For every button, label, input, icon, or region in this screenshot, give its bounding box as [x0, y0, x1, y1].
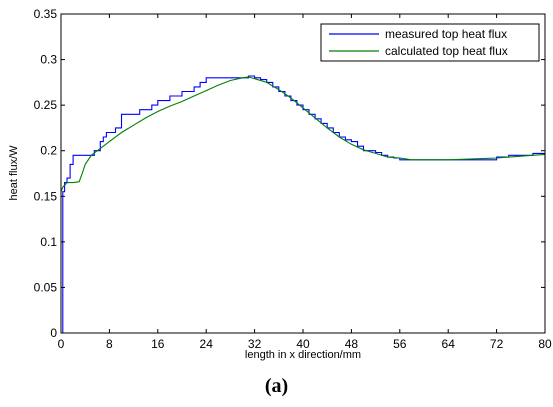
y-tick-label: 0.05 — [34, 280, 58, 294]
series-layer — [60, 75, 546, 334]
figure-caption: (a) — [264, 375, 289, 397]
legend-label-calculated: calculated top heat flux — [385, 44, 508, 58]
x-axis-ticks: 0 8 16 24 32 40 48 56 64 72 80 — [58, 14, 552, 351]
x-tick-label: 56 — [393, 337, 407, 351]
x-tick-label: 64 — [442, 337, 456, 351]
x-axis-label: length in x direction/mm — [245, 349, 361, 361]
y-axis-label: heat flux/W — [8, 145, 20, 201]
x-tick-label: 72 — [490, 337, 504, 351]
legend-label-measured: measured top heat flux — [385, 27, 507, 41]
x-tick-label: 8 — [106, 337, 113, 351]
legend-box — [320, 23, 540, 62]
y-tick-label: 0 — [50, 326, 57, 340]
legend: measured top heat flux calculated top he… — [320, 23, 540, 62]
y-tick-label: 0.25 — [34, 98, 58, 112]
y-axis-ticks: 0 0.05 0.1 0.15 0.2 0.25 0.3 0.35 — [34, 7, 545, 340]
heat-flux-chart: 0 8 16 24 32 40 48 56 64 72 80 0 0.05 0.1 0.15 0.2 0.25… — [8, 7, 552, 361]
y-tick-label: 0.2 — [40, 144, 57, 158]
x-tick-label: 80 — [538, 337, 552, 351]
series-line-calculated — [60, 76, 546, 192]
x-tick-label: 32 — [248, 337, 262, 351]
x-tick-label: 16 — [151, 337, 165, 351]
x-tick-label: 40 — [296, 337, 310, 351]
plot-background — [61, 14, 545, 333]
x-tick-label: 0 — [58, 337, 65, 351]
y-tick-label: 0.35 — [34, 7, 58, 21]
x-tick-label: 48 — [345, 337, 359, 351]
y-tick-label: 0.1 — [40, 235, 57, 249]
x-tick-label: 24 — [200, 337, 214, 351]
y-tick-label: 0.15 — [34, 189, 58, 203]
y-tick-label: 0.3 — [40, 53, 57, 67]
